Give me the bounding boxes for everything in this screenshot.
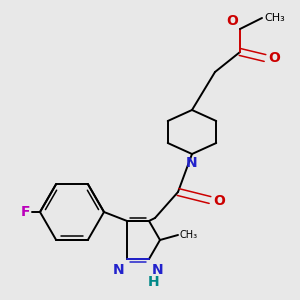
Text: O: O (213, 194, 225, 208)
Text: N: N (152, 263, 164, 277)
Text: H: H (148, 275, 160, 289)
Text: O: O (268, 51, 280, 65)
Text: O: O (226, 14, 238, 28)
Text: F: F (20, 205, 30, 219)
Text: N: N (186, 156, 198, 170)
Text: N: N (112, 263, 124, 277)
Text: CH₃: CH₃ (180, 230, 198, 240)
Text: CH₃: CH₃ (264, 13, 285, 23)
